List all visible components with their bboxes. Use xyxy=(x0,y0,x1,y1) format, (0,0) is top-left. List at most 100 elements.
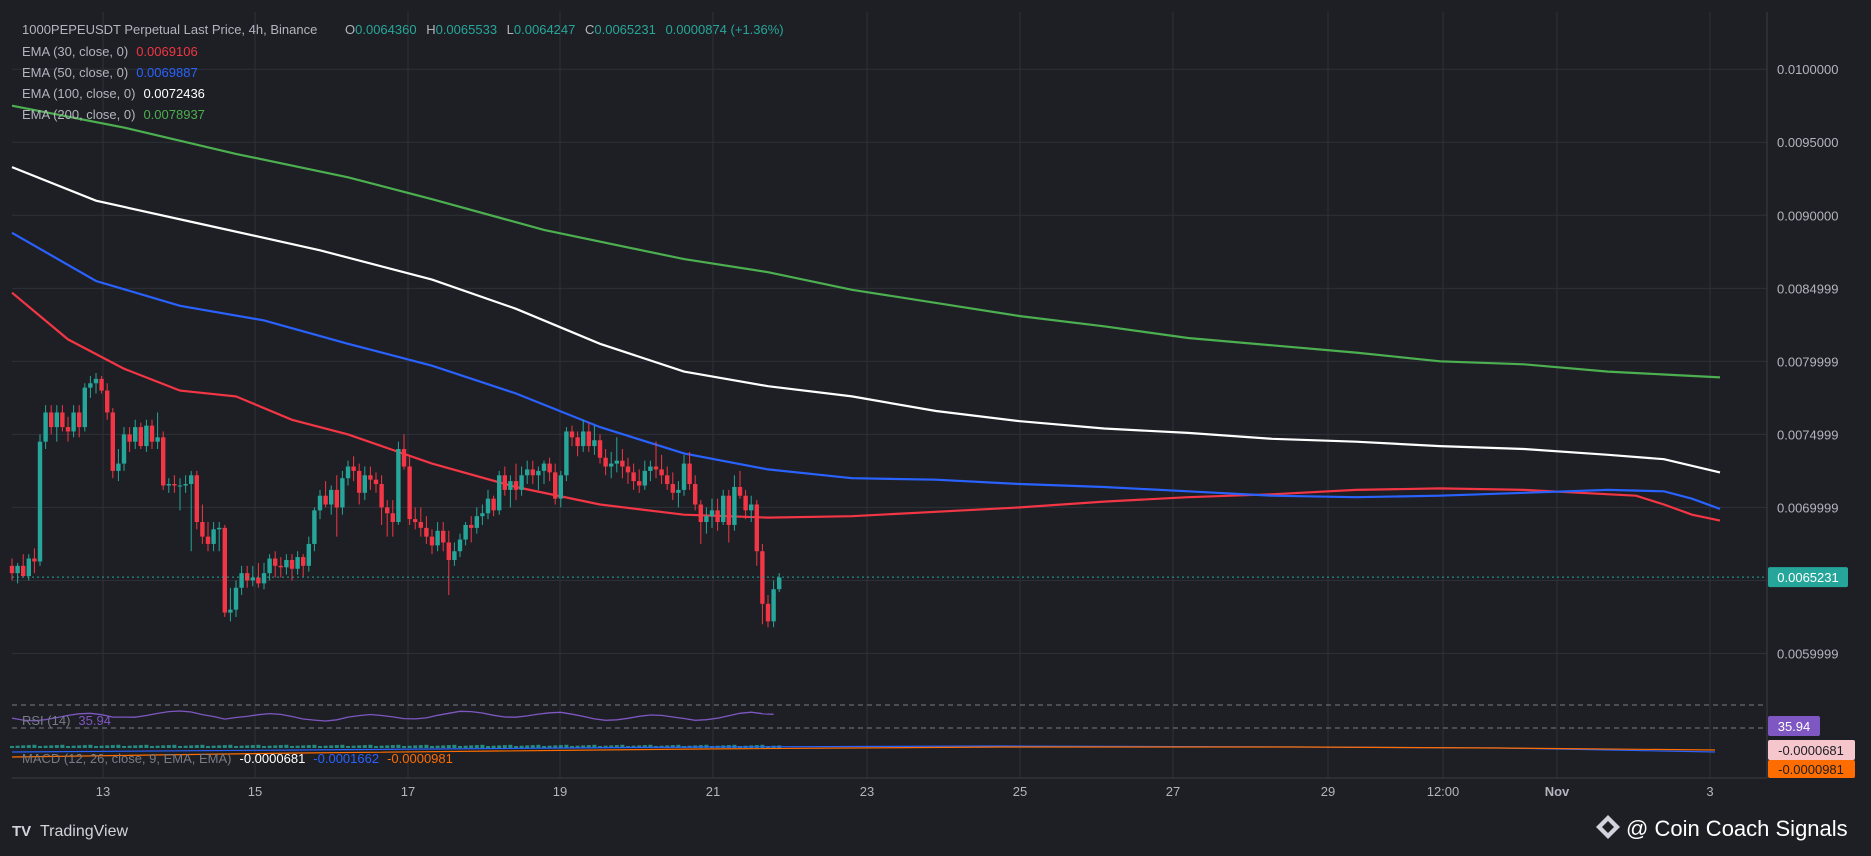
macd-hist-bar xyxy=(631,745,636,748)
candle-body xyxy=(631,472,636,482)
candle-body xyxy=(530,469,535,476)
macd-hist-bar xyxy=(407,745,412,748)
macd-hist-bar xyxy=(491,745,496,748)
macd-hist-bar xyxy=(424,744,429,748)
ema200-legend[interactable]: EMA (200, close, 0) 0.0078937 xyxy=(22,107,205,122)
candle-body xyxy=(418,522,423,528)
candle xyxy=(345,460,351,486)
candle-body xyxy=(133,427,138,442)
signature-text: @ Coin Coach Signals xyxy=(1626,816,1848,841)
legend: 1000PEPEUSDT Perpetual Last Price, 4h, B… xyxy=(22,22,784,122)
macd-hist-bar xyxy=(469,745,474,748)
rsi-legend[interactable]: RSI (14) 35.94 xyxy=(22,713,111,728)
macd-hist-bar xyxy=(474,745,479,748)
candle xyxy=(116,448,121,482)
candle-body xyxy=(693,484,698,505)
tradingview-logo[interactable]: TV TradingView xyxy=(12,823,128,840)
candle xyxy=(457,533,463,558)
candle xyxy=(54,405,59,442)
candle-body xyxy=(737,486,743,496)
macd-legend[interactable]: MACD (12, 26, close, 9, EMA, EMA) -0.0000… xyxy=(22,751,453,766)
time-tick: 12:00 xyxy=(1427,784,1460,799)
candle xyxy=(558,470,563,508)
candle xyxy=(637,469,642,493)
candle xyxy=(777,573,782,593)
macd-hist-bar xyxy=(122,746,126,748)
ema100-legend[interactable]: EMA (100, close, 0) 0.0072436 xyxy=(22,86,205,101)
ema50-legend[interactable]: EMA (50, close, 0) 0.0069887 xyxy=(22,65,198,80)
candle xyxy=(525,460,530,485)
candle-body xyxy=(659,469,664,476)
candle-body xyxy=(553,472,558,499)
price-tick: 0.0074999 xyxy=(1777,427,1838,442)
candle-body xyxy=(407,466,412,520)
macd-hist-badge: -0.0000981 xyxy=(1778,762,1844,777)
macd-hist-bar xyxy=(351,745,356,748)
ema30-legend[interactable]: EMA (30, close, 0) 0.0069106 xyxy=(22,44,198,59)
close-label: C xyxy=(585,22,594,37)
candle-body xyxy=(508,481,513,490)
macd-hist-bar xyxy=(570,746,574,748)
candle xyxy=(323,481,328,508)
candle xyxy=(200,504,205,544)
candle-body xyxy=(637,481,642,486)
rsi-value: 35.94 xyxy=(78,713,111,728)
candle xyxy=(138,422,143,449)
macd-hist-bar xyxy=(581,745,586,748)
macd-hist-bar xyxy=(390,745,395,748)
candle xyxy=(424,516,429,544)
candle xyxy=(37,434,43,566)
candle xyxy=(620,448,625,479)
candle-body xyxy=(295,557,300,569)
price-tick: 0.0059999 xyxy=(1777,646,1838,661)
candle-body xyxy=(743,495,748,511)
signature: @ Coin Coach Signals xyxy=(1596,815,1848,841)
candle-body xyxy=(721,495,726,523)
rsi-pane[interactable]: RSI (14) 35.94 35.94 xyxy=(11,704,1820,736)
macd-hist-bar xyxy=(413,745,418,748)
macd-hist-bar xyxy=(670,745,675,748)
macd-label: MACD (12, 26, close, 9, EMA, EMA) xyxy=(22,751,232,766)
candle-body xyxy=(385,507,390,514)
macd-pane[interactable]: MACD (12, 26, close, 9, EMA, EMA) -0.0000… xyxy=(10,740,1855,778)
macd-hist-bar xyxy=(116,744,121,748)
candle-body xyxy=(569,431,575,438)
macd-hist-bar xyxy=(60,744,65,748)
candle-body xyxy=(239,573,244,588)
candle xyxy=(435,522,440,552)
candle-body xyxy=(525,469,530,476)
macd-hist-bar xyxy=(676,744,681,748)
macd-hist-bar xyxy=(609,745,614,748)
candle xyxy=(211,522,216,552)
macd-hist-bar xyxy=(530,745,535,748)
candle-body xyxy=(289,560,295,569)
time-axis[interactable]: 13 15 17 19 21 23 25 27 29 12:00 Nov 3 xyxy=(96,784,1714,799)
candle xyxy=(592,425,597,455)
candle xyxy=(166,478,171,493)
candle xyxy=(418,507,423,537)
macd-hist-bar xyxy=(239,745,244,748)
candle xyxy=(681,454,687,496)
candle xyxy=(665,466,670,490)
candle xyxy=(401,434,407,470)
candle xyxy=(469,516,474,543)
macd-hist-bar xyxy=(458,746,462,748)
macd-hist-bar xyxy=(312,744,317,748)
macd-hist-bar xyxy=(486,746,490,748)
candle-body xyxy=(446,542,451,560)
candle xyxy=(351,456,356,482)
price-axis[interactable]: 0.0100000 0.0095000 0.0090000 0.0084999 0.00… xyxy=(1777,62,1838,661)
candle-body xyxy=(474,516,479,528)
candle-body xyxy=(323,495,328,505)
macd-hist-bar xyxy=(49,745,54,748)
candle-body xyxy=(704,516,709,523)
candle xyxy=(497,470,502,515)
candle-body xyxy=(228,609,233,613)
candle-body xyxy=(502,475,507,490)
macd-hist-bar xyxy=(642,745,647,748)
candle-body xyxy=(519,475,524,490)
time-tick: 15 xyxy=(248,784,262,799)
candle-body xyxy=(435,530,440,546)
